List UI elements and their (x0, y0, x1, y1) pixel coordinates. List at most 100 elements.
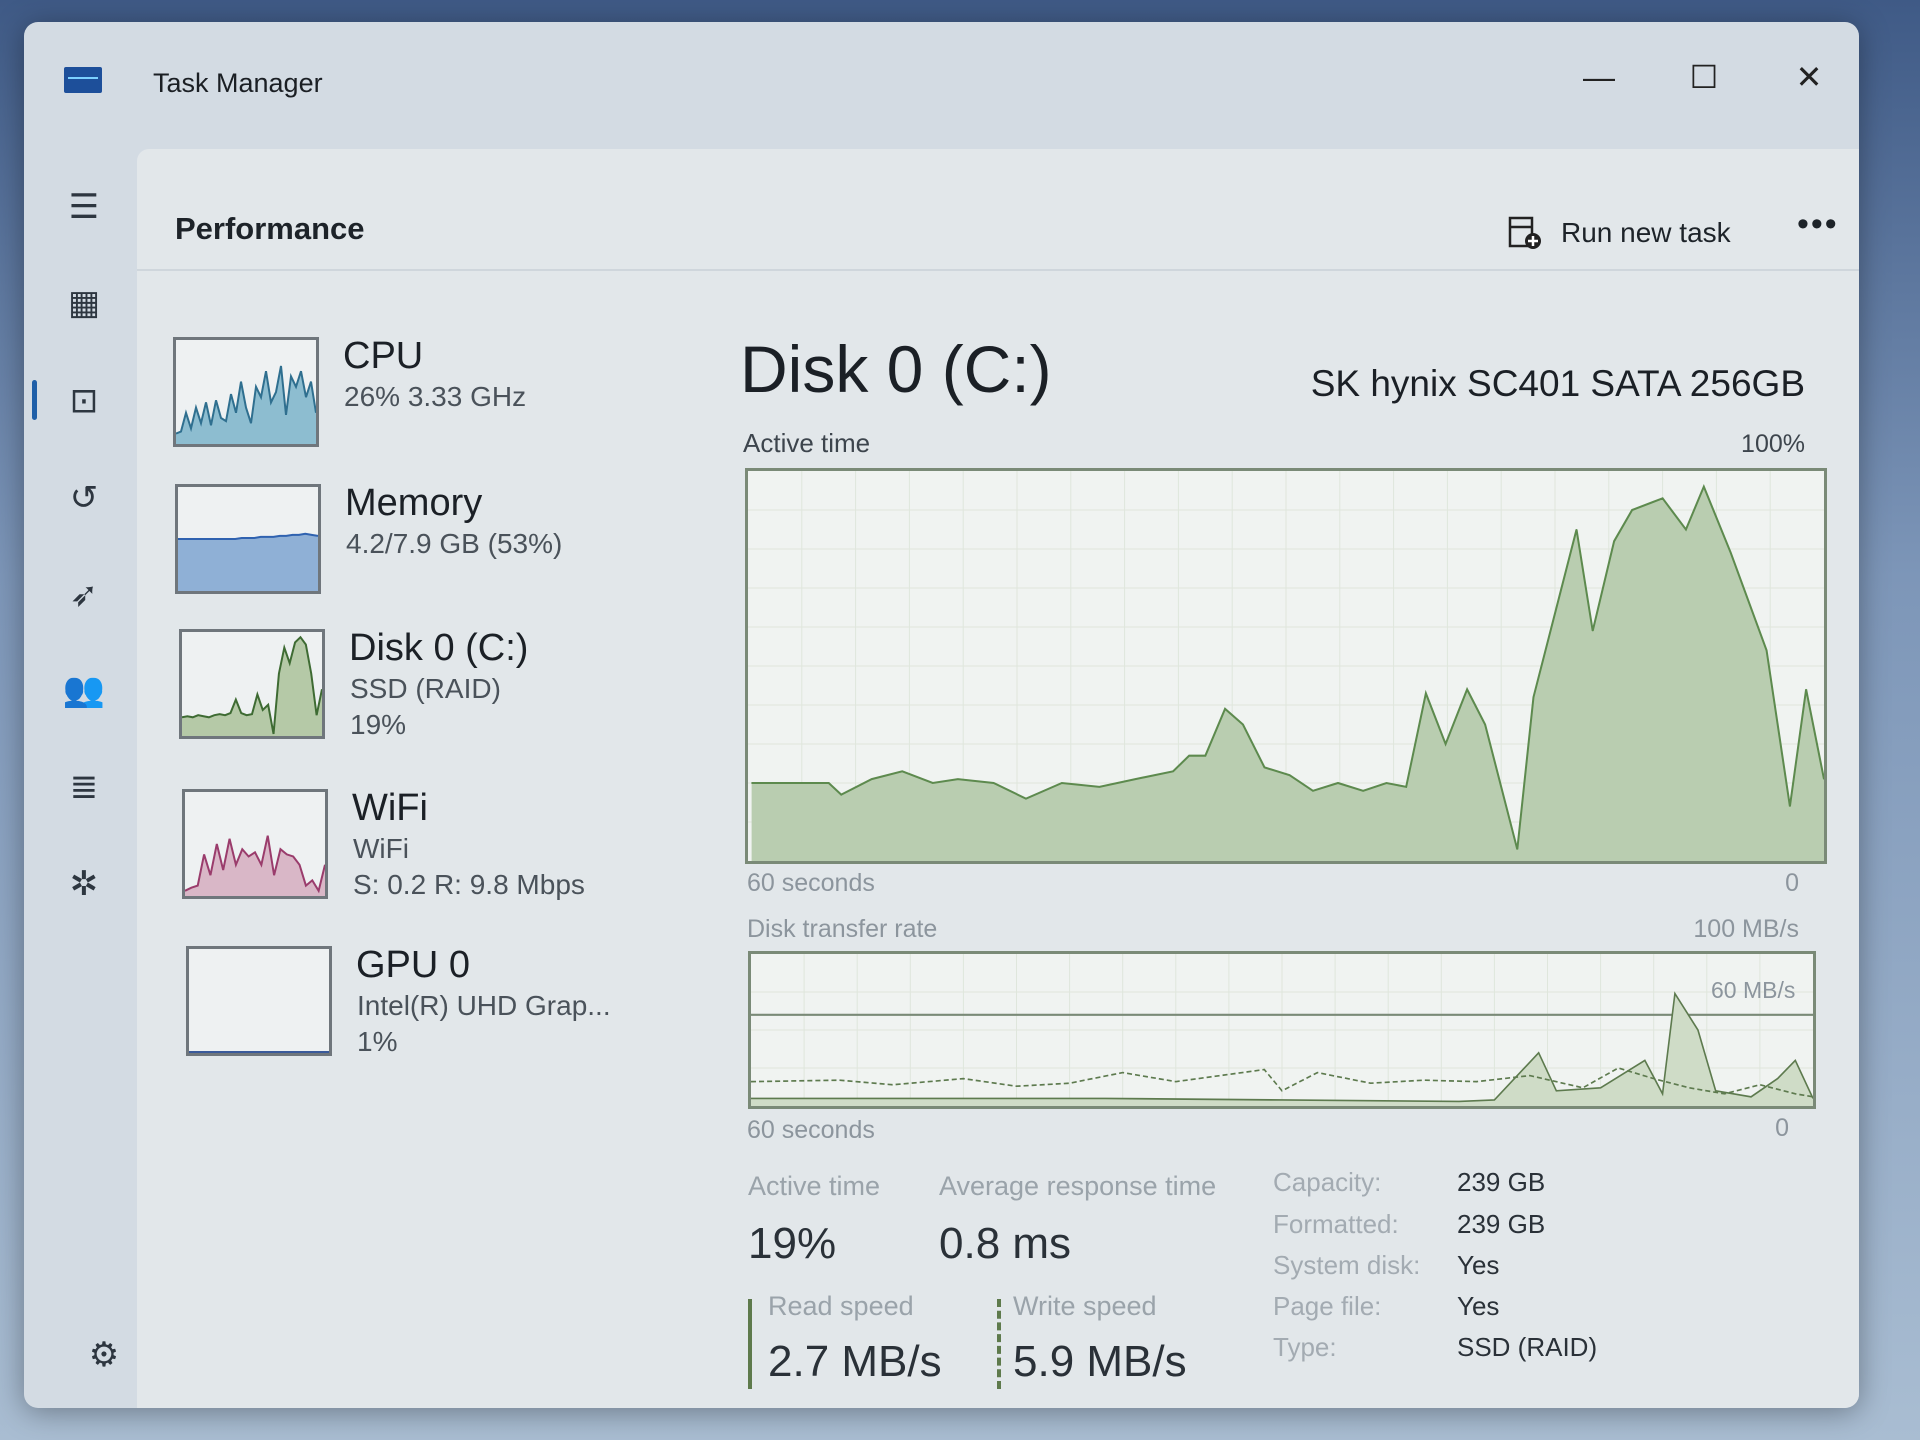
cpu-detail: 26% 3.33 GHz (344, 381, 527, 412)
active-time-point (1532, 696, 1534, 698)
read-speed-legend-line (748, 1299, 752, 1389)
sidebar-item-app-history[interactable]: ↺ (56, 473, 112, 523)
write-speed-legend-line (997, 1299, 1001, 1389)
maximize-icon: ☐ (1689, 59, 1719, 95)
system-disk-label: System disk: (1273, 1250, 1421, 1280)
memory-detail: 4.2/7.9 GB (53%) (346, 528, 563, 559)
active-time-point (993, 782, 995, 784)
read-speed-line (751, 991, 1813, 1103)
sidebar-item-performance[interactable]: ⊡ (56, 376, 112, 426)
active-time-point (901, 770, 903, 772)
processes-icon: ▦ (67, 284, 101, 322)
run-new-task-label: Run new task (1561, 217, 1731, 248)
transfer-rate-max-label: 100 MB/s (1693, 915, 1799, 943)
history-icon: ↺ (69, 479, 99, 517)
page-file-label: Page file: (1273, 1291, 1382, 1321)
active-time-point (1224, 708, 1226, 710)
hamburger-menu-button[interactable]: ☰ (56, 182, 112, 232)
active-time-point (1362, 790, 1364, 792)
sidebar-item-users[interactable]: 👥 (56, 665, 112, 715)
write-speed-label: Write speed (1013, 1291, 1157, 1321)
device-item-wifi[interactable]: WiFi WiFi S: 0.2 R: 9.8 Mbps (182, 787, 682, 901)
active-time-point (1484, 723, 1486, 726)
gpu-0-detail: Intel(R) UHD Grap... (357, 990, 611, 1021)
users-icon: 👥 (62, 671, 106, 709)
sidebar-item-details[interactable]: ≣ (56, 762, 112, 812)
device-item-memory[interactable]: Memory 4.2/7.9 GB (53%) (175, 482, 675, 596)
maximize-button[interactable]: ☐ (1674, 52, 1734, 102)
write-speed-value: 5.9 MB/s (1013, 1337, 1187, 1386)
active-time-point (1613, 540, 1615, 542)
active-time-point (1631, 509, 1633, 511)
wifi-detail-2: S: 0.2 R: 9.8 Mbps (353, 869, 585, 900)
active-time-left-axis-label: 60 seconds (747, 869, 875, 897)
active-time-point (1425, 692, 1427, 694)
active-time-point (1061, 782, 1063, 784)
active-time-point (1188, 755, 1190, 757)
title-bar: Task Manager — ☐ ✕ (24, 22, 1859, 147)
device-title: Disk 0 (C:) (740, 332, 1052, 406)
active-time-point (1730, 552, 1732, 554)
active-time-point (1025, 798, 1027, 800)
sidebar-item-processes[interactable]: ▦ (56, 278, 112, 328)
active-time-point (1592, 630, 1594, 632)
active-time-point (932, 782, 934, 784)
device-item-disk-0-c[interactable]: Disk 0 (C:) SSD (RAID) 19% (179, 627, 679, 741)
details-list-icon: ≣ (69, 768, 99, 806)
active-time-chart (745, 468, 1827, 864)
avg-response-label: Average response time (939, 1171, 1217, 1201)
page-header: Performance Run new task ••• (137, 149, 1859, 271)
page-title: Performance (175, 211, 365, 246)
active-time-point (1685, 528, 1687, 531)
more-options-button[interactable]: ••• (1797, 205, 1839, 243)
minimize-button[interactable]: — (1569, 52, 1629, 102)
transfer-rate-chart (748, 951, 1816, 1109)
disk-0-c-detail: SSD (RAID) (350, 673, 501, 704)
memory-name: Memory (345, 482, 483, 524)
active-time-point (1337, 782, 1339, 784)
active-time-point (1703, 486, 1705, 488)
settings-button[interactable]: ⚙ (76, 1330, 132, 1380)
system-disk-value: Yes (1457, 1250, 1500, 1280)
formatted-label: Formatted: (1273, 1209, 1399, 1239)
active-time-point (1662, 497, 1664, 499)
avg-response-value: 0.8 ms (939, 1219, 1072, 1268)
close-button[interactable]: ✕ (1779, 52, 1839, 102)
run-new-task-button[interactable]: Run new task (1507, 209, 1731, 257)
performance-icon: ⊡ (69, 382, 99, 420)
active-time-point (1242, 723, 1244, 726)
gpu-0-detail-2: 1% (357, 1026, 398, 1057)
cpu-name: CPU (343, 335, 424, 377)
device-item-gpu-0[interactable]: GPU 0 Intel(R) UHD Grap... 1% (186, 944, 686, 1058)
capacity-value: 239 GB (1457, 1167, 1546, 1197)
wifi-name: WiFi (352, 787, 428, 829)
active-time-point (751, 782, 753, 784)
type-value: SSD (RAID) (1457, 1332, 1598, 1362)
disk-0-c-name: Disk 0 (C:) (349, 627, 529, 669)
active-time-point (1405, 786, 1407, 788)
sidebar-item-startup-apps[interactable]: ➶ (56, 570, 112, 620)
performance-panel: Performance Run new task ••• CPU 26% 3.33… (137, 149, 1859, 1408)
disk-0-c-detail-2: 19% (350, 709, 407, 740)
transfer-rate-reference-label: 60 MB/s (1711, 977, 1796, 1003)
device-item-cpu[interactable]: CPU 26% 3.33 GHz (173, 335, 673, 449)
sidebar-item-services[interactable]: ✲ (56, 859, 112, 909)
active-time-point (1576, 528, 1578, 531)
transfer-rate-right-axis-label: 0 (1775, 1114, 1789, 1142)
active-time-point (957, 778, 959, 780)
device-model: SK hynix SC401 SATA 256GB (1310, 363, 1805, 404)
active-time-point (1516, 848, 1518, 850)
active-time-stat-label: Active time (748, 1171, 881, 1201)
disk-0-c-thumbnail-line (182, 635, 322, 735)
active-time-point (1385, 782, 1387, 784)
read-speed-value: 2.7 MB/s (768, 1337, 942, 1386)
cpu-thumbnail-line (176, 365, 316, 435)
wifi-thumbnail-area (185, 835, 325, 896)
gpu-0-name: GPU 0 (356, 944, 471, 986)
task-manager-window: Task Manager — ☐ ✕ ☰ ▦ ⊡ ↺ ➶ 👥 ≣ ✲ ⚙ Per… (24, 22, 1859, 1408)
active-time-point (1312, 790, 1314, 792)
read-speed-label: Read speed (768, 1291, 914, 1321)
hamburger-icon: ☰ (68, 188, 100, 226)
task-manager-logo-icon (64, 67, 102, 93)
active-time-point (1466, 688, 1468, 690)
